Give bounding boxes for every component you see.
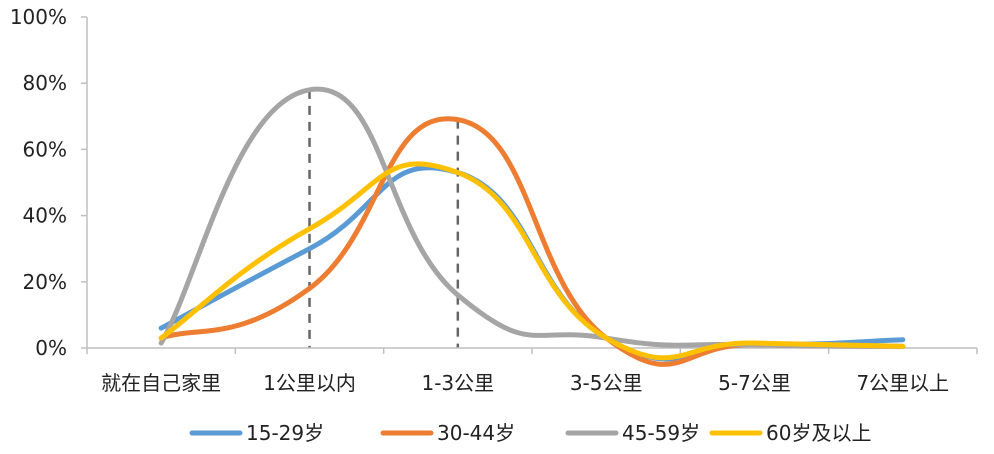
y-tick-label: 100% xyxy=(10,5,67,29)
reference-lines xyxy=(308,89,460,348)
series-line-2 xyxy=(158,116,906,367)
x-tick-label: 1-3公里 xyxy=(421,371,494,395)
y-tick-label: 60% xyxy=(23,137,67,161)
legend: 15-29岁 30-44岁 45-59岁 60岁及以上 xyxy=(189,421,871,445)
legend-label: 45-59岁 xyxy=(622,421,700,445)
series-line-4 xyxy=(158,161,906,361)
x-tick-label: 3-5公里 xyxy=(570,371,643,395)
y-tick-label: 40% xyxy=(23,204,67,228)
x-tick-label: 5-7公里 xyxy=(718,371,791,395)
series-lines xyxy=(158,86,906,367)
y-tick-label: 20% xyxy=(23,270,67,294)
legend-label: 15-29岁 xyxy=(246,421,324,445)
x-tick-label: 1公里以内 xyxy=(263,371,356,395)
y-tick-labels: 0% 20% 40% 60% 80% 100% xyxy=(10,5,67,360)
x-tick-label: 7公里以上 xyxy=(856,371,949,395)
series-line-1 xyxy=(158,165,906,362)
y-tick-label: 80% xyxy=(23,71,67,95)
legend-label: 60岁及以上 xyxy=(766,421,871,445)
x-tick-labels: 就在自己家里 1公里以内 1-3公里 3-5公里 5-7公里 7公里以上 xyxy=(101,371,949,395)
x-tick-label: 就在自己家里 xyxy=(101,371,221,395)
y-tick-label: 0% xyxy=(35,336,67,360)
legend-label: 30-44岁 xyxy=(437,421,515,445)
axes xyxy=(81,16,978,354)
